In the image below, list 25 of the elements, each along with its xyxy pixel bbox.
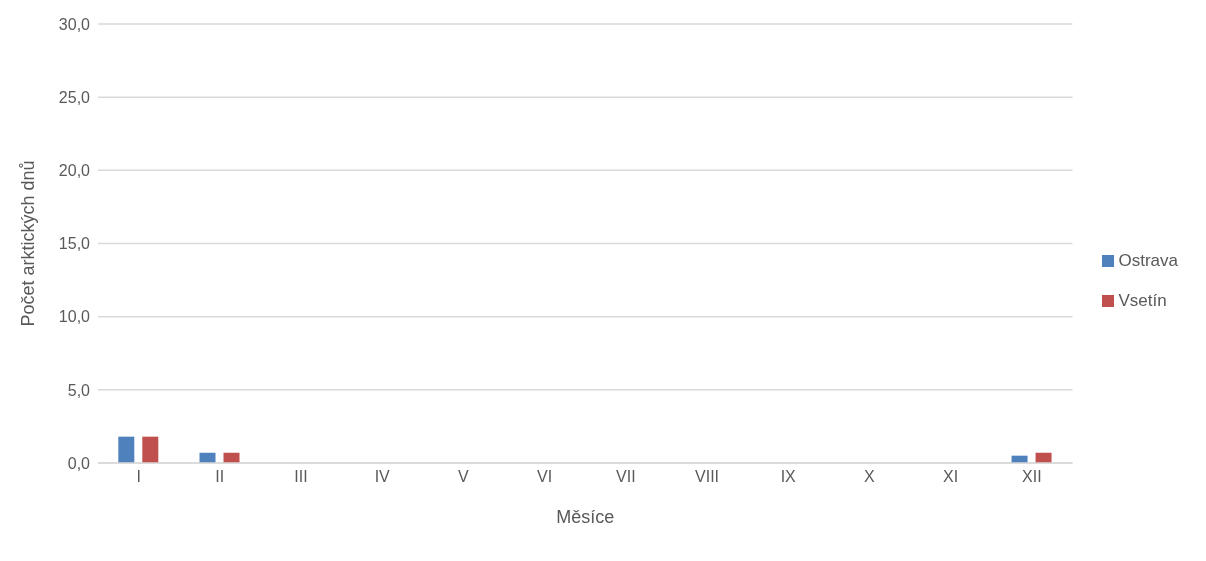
legend-label: Vsetín (1118, 290, 1167, 310)
y-tick-label: 20,0 (58, 162, 91, 180)
y-tick-label: 30,0 (58, 15, 91, 33)
x-tick-label: XII (1022, 468, 1042, 486)
bar (142, 436, 159, 463)
x-tick-label: IV (374, 468, 391, 486)
y-tick-label: 25,0 (58, 88, 91, 106)
y-axis-title: Počet arktických dnů (18, 160, 39, 327)
x-tick-label: XI (943, 468, 959, 486)
y-tick-label: 0,0 (67, 454, 91, 472)
x-tick-label: I (136, 468, 141, 486)
x-tick-label: II (215, 468, 225, 486)
x-tick-label: VI (537, 468, 553, 486)
x-axis-title: Měsíce (556, 507, 615, 527)
y-tick-label: 15,0 (58, 235, 91, 253)
bar (118, 436, 135, 463)
x-tick-label: IX (780, 468, 797, 486)
x-tick-label: VII (616, 468, 636, 486)
y-tick-label: 5,0 (67, 381, 91, 399)
x-tick-label: III (294, 468, 308, 486)
x-tick-label: X (864, 468, 876, 486)
y-tick-label: 10,0 (58, 308, 91, 326)
legend-label: Ostrava (1118, 250, 1178, 270)
x-tick-label: V (458, 468, 470, 486)
x-tick-label: VIII (695, 468, 720, 486)
